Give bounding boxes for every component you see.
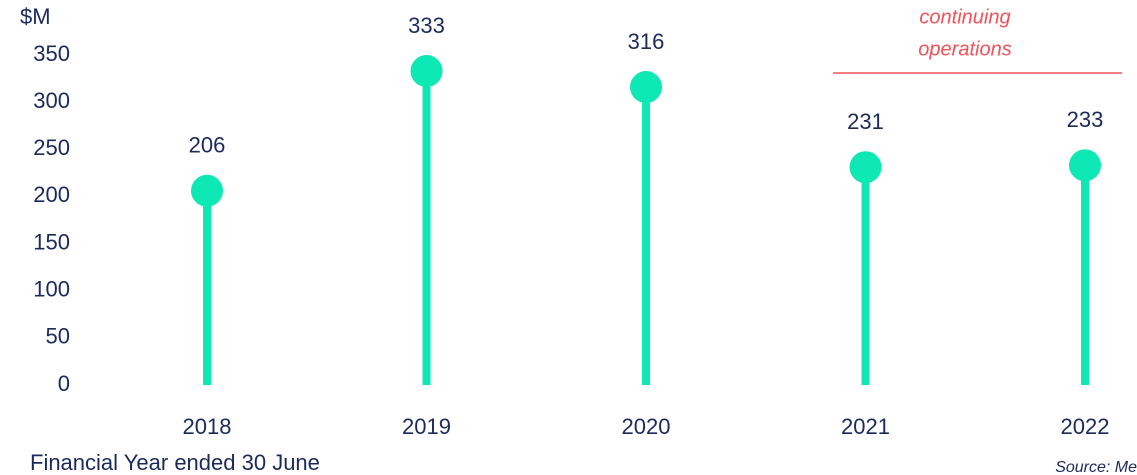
value-label: 206: [189, 133, 226, 158]
y-tick-label: 50: [46, 324, 70, 349]
dot: [191, 174, 223, 207]
dot: [410, 55, 443, 88]
y-tick-label: 250: [33, 135, 70, 160]
dot: [1069, 149, 1101, 182]
dot: [849, 151, 882, 184]
source: Source: Me: [1055, 459, 1137, 475]
y-tick-label: 300: [33, 88, 70, 113]
x-tick-label: 2021: [841, 414, 890, 439]
dot: [630, 71, 662, 104]
x-tick-label: 2018: [183, 414, 232, 439]
y-unit: $M: [20, 4, 51, 29]
value-label: 316: [628, 29, 665, 54]
x-tick-label: 2019: [402, 414, 451, 439]
y-tick-label: 100: [33, 277, 70, 302]
y-tick-label: 150: [33, 229, 70, 254]
x-tick-label: 2020: [622, 414, 671, 439]
y-tick-label: 350: [33, 41, 70, 66]
x-tick-label: 2022: [1061, 414, 1110, 439]
value-label: 231: [847, 109, 884, 134]
value-label: 233: [1067, 107, 1104, 132]
y-tick-label: 0: [58, 371, 70, 396]
value-label: 333: [408, 13, 445, 38]
x-axis-label: Financial Year ended 30 June: [30, 450, 320, 475]
annotation: continuing: [919, 6, 1010, 28]
y-tick-label: 200: [33, 182, 70, 207]
annotation: operations: [918, 38, 1011, 60]
